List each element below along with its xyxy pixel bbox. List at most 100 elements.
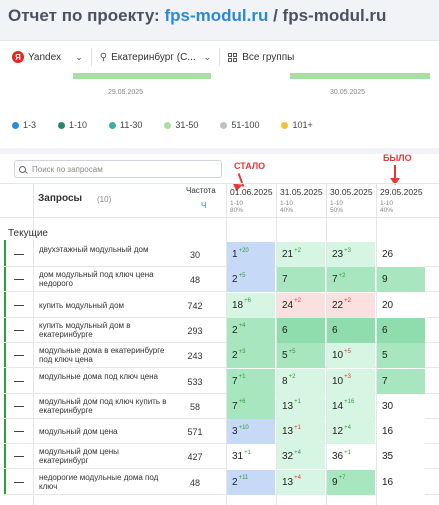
row-toggle[interactable] — [14, 405, 24, 407]
position-cell[interactable]: 23 +3 — [327, 242, 375, 267]
position-change: +16 — [344, 399, 355, 406]
legend-item[interactable]: 51-100 — [220, 120, 259, 130]
table-row[interactable] — [4, 293, 439, 318]
position-value: 7 — [332, 274, 338, 286]
row-toggle[interactable] — [14, 329, 24, 331]
position-value: 35 — [382, 451, 394, 463]
position-cell[interactable]: 14 +16 — [327, 393, 375, 419]
position-cell[interactable]: 7 +6 — [227, 393, 275, 419]
region-select[interactable]: ⚲ Екатеринбург (С... ⌄ — [100, 46, 211, 68]
table-row[interactable] — [4, 267, 439, 293]
position-cell[interactable]: 6 — [277, 317, 325, 343]
position-cell[interactable]: 13 +1 — [277, 419, 325, 445]
position-cell[interactable]: 26 — [377, 242, 425, 267]
position-cell[interactable]: 31 +1 — [227, 444, 275, 470]
row-toggle[interactable] — [14, 254, 24, 255]
position-cell[interactable]: 21 +2 — [277, 242, 325, 267]
position-cell[interactable]: 16 — [377, 419, 425, 445]
position-cell[interactable]: 2 +3 — [227, 343, 275, 369]
position-cell[interactable]: 24 +2 — [277, 292, 325, 318]
engine-select[interactable]: Я Yandex ⌄ — [12, 46, 83, 68]
legend-item[interactable]: 11-30 — [109, 120, 142, 130]
position-cell[interactable]: 10 +3 — [327, 368, 375, 394]
position-cell[interactable]: 20 — [377, 292, 425, 318]
position-cell[interactable]: 12 +4 — [327, 419, 375, 445]
column-header-query[interactable]: Запросы — [38, 193, 83, 204]
row-toggle[interactable] — [14, 279, 24, 281]
query-frequency: 30 — [189, 250, 200, 260]
row-toggle[interactable] — [14, 304, 24, 306]
table-row[interactable] — [4, 318, 439, 343]
position-cell[interactable]: 2 +4 — [227, 317, 275, 343]
position-cell[interactable]: 32 +4 — [277, 444, 325, 470]
row-toggle[interactable] — [14, 456, 24, 458]
column-header-date[interactable]: 29.05.2025 — [380, 187, 423, 197]
position-change: +4 — [294, 475, 301, 482]
search-placeholder: Поиск по запросам — [32, 164, 103, 174]
column-header-frequency[interactable]: Частота — [186, 186, 216, 195]
table-row[interactable] — [4, 419, 439, 445]
table-row[interactable] — [4, 394, 439, 419]
annotation-now: СТАЛО — [234, 161, 266, 171]
row-toggle[interactable] — [14, 380, 24, 382]
query-text: модульный дом цена — [39, 427, 118, 437]
position-cell[interactable]: 13 +4 — [277, 469, 325, 495]
row-toggle[interactable] — [14, 431, 24, 433]
legend-item[interactable]: 101+ — [281, 120, 313, 130]
query-frequency: 48 — [189, 477, 200, 488]
legend-item[interactable]: 31-50 — [164, 120, 198, 130]
frequency-type[interactable]: Ч — [201, 201, 207, 210]
position-value: 21 — [282, 249, 294, 260]
column-stats: 1-10 40% — [380, 200, 393, 214]
position-cell[interactable]: 18 +6 — [227, 292, 275, 318]
position-cell[interactable]: 16 — [377, 469, 425, 495]
position-cell[interactable]: 35 — [377, 444, 425, 470]
position-cell[interactable]: 13 +1 — [277, 393, 325, 419]
position-cell[interactable]: 7 — [377, 368, 425, 394]
divider — [90, 48, 92, 66]
position-change: +20 — [238, 247, 249, 254]
position-cell[interactable]: 22 +2 — [327, 292, 375, 318]
position-cell[interactable]: 9 +7 — [327, 469, 375, 495]
table-row[interactable] — [4, 369, 439, 394]
timeline-date: 30.05.2025 — [330, 89, 366, 96]
position-value: 9 — [382, 274, 388, 286]
chevron-down-icon: ⌄ — [75, 51, 83, 62]
position-cell[interactable]: 5 — [377, 343, 425, 369]
column-header-date[interactable]: 01.06.2025 — [230, 187, 273, 197]
position-cell[interactable]: 8 +2 — [277, 368, 325, 394]
position-cell[interactable]: 10 +5 — [327, 343, 375, 369]
legend-item[interactable]: 1-3 — [12, 120, 36, 130]
position-cell[interactable]: 6 — [377, 317, 425, 343]
section-title: Текущие — [8, 228, 48, 239]
position-value: 32 — [282, 451, 294, 463]
column-header-date[interactable]: 31.05.2025 — [280, 187, 323, 197]
position-cell[interactable]: 30 — [377, 393, 425, 419]
position-cell[interactable]: 2 +11 — [227, 469, 275, 495]
row-toggle[interactable] — [14, 355, 24, 357]
position-cell[interactable]: 2 +5 — [227, 267, 275, 293]
position-change: +1 — [294, 399, 301, 406]
table-row[interactable] — [4, 444, 439, 470]
table-row[interactable] — [4, 470, 439, 495]
row-toggle[interactable] — [14, 481, 24, 483]
project-link[interactable]: fps-modul.ru — [164, 6, 269, 25]
position-cell[interactable]: 7 — [277, 267, 325, 293]
position-value: 7 — [232, 400, 238, 412]
position-cell[interactable]: 6 — [327, 317, 375, 343]
legend-item[interactable]: 1-10 — [58, 120, 87, 130]
table-row[interactable] — [4, 242, 439, 267]
position-cell[interactable]: 7 +1 — [227, 368, 275, 394]
groups-select[interactable]: Все группы — [228, 46, 294, 68]
position-cell[interactable]: 7 +2 — [327, 267, 375, 293]
column-header-date[interactable]: 30.05.2025 — [330, 187, 373, 197]
position-cell[interactable]: 1 +20 — [227, 242, 275, 267]
table-row[interactable] — [4, 343, 439, 369]
position-cell[interactable]: 5 +5 — [277, 343, 325, 369]
query-frequency: 58 — [189, 401, 200, 412]
search-input[interactable]: Поиск по запросам — [14, 160, 222, 178]
position-change: +2 — [338, 272, 346, 279]
position-cell[interactable]: 36 +1 — [327, 444, 375, 470]
position-cell[interactable]: 3 +10 — [227, 419, 275, 445]
position-cell[interactable]: 9 — [377, 267, 425, 293]
